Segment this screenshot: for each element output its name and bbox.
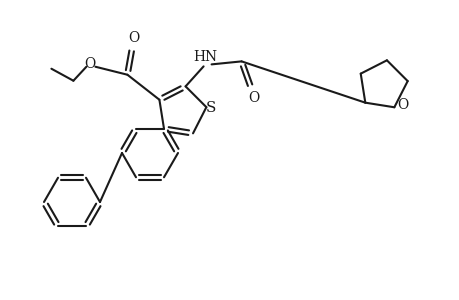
Text: O: O xyxy=(128,31,139,45)
Text: O: O xyxy=(397,98,408,112)
Text: HN: HN xyxy=(193,50,217,64)
Text: O: O xyxy=(247,92,259,105)
Text: O: O xyxy=(84,57,95,71)
Text: S: S xyxy=(206,101,216,115)
